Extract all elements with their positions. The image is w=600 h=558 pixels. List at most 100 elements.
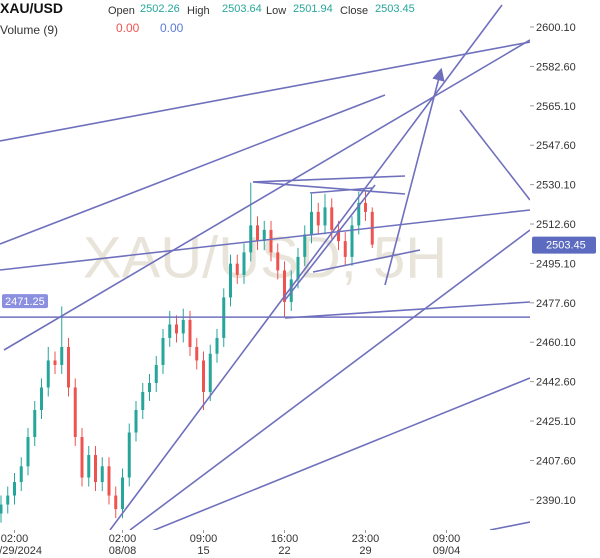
low-value: 2501.94 xyxy=(293,3,333,15)
candle-body xyxy=(161,337,165,365)
candle-body xyxy=(269,229,273,253)
trend-line xyxy=(252,175,406,183)
volume-label: Volume (9) xyxy=(0,23,58,37)
y-tick-label: 2442.60 xyxy=(536,377,576,389)
candle-body xyxy=(296,256,300,280)
candle-body xyxy=(364,202,367,212)
candle-body xyxy=(357,202,361,226)
candle-body xyxy=(350,225,354,257)
x-tick-label: 09:00 xyxy=(433,533,461,545)
candle-body xyxy=(0,504,3,514)
trend-line xyxy=(109,4,503,530)
open-label: Open xyxy=(108,5,135,17)
x-tick-date: 09/04 xyxy=(433,545,461,557)
y-tick-label: 2407.60 xyxy=(536,455,576,467)
candle-body xyxy=(46,360,50,388)
candle-body xyxy=(303,234,307,257)
candle-body xyxy=(114,495,118,510)
trend-line xyxy=(284,184,376,301)
trend-line xyxy=(152,377,530,530)
trend-line xyxy=(129,229,530,530)
y-tick-label: 2390.10 xyxy=(536,495,576,507)
y-tick-label: 2565.10 xyxy=(536,101,576,113)
candle-body xyxy=(168,324,172,338)
candle-body xyxy=(154,364,158,383)
candle-body xyxy=(249,225,253,253)
candle-body xyxy=(80,437,84,478)
candle-body xyxy=(330,207,334,230)
x-tick-label: 09:00 xyxy=(190,533,218,545)
candles xyxy=(0,182,374,523)
candle-body xyxy=(134,409,138,433)
x-tick-date: 15 xyxy=(197,545,209,557)
volume-value: 0.00 xyxy=(116,21,140,35)
candle-body xyxy=(107,466,111,496)
candle-body xyxy=(13,482,16,496)
candle-body xyxy=(181,319,185,334)
candle-body xyxy=(289,279,293,302)
y-tick-label: 2460.10 xyxy=(536,337,576,349)
hline-label: 2471.25 xyxy=(5,296,45,308)
candle-body xyxy=(215,337,219,354)
symbol: XAU/USD xyxy=(0,0,63,16)
trend-line xyxy=(284,301,530,319)
y-tick-label: 2600.10 xyxy=(536,22,576,34)
candle-body xyxy=(40,387,43,410)
candle-body xyxy=(262,229,266,242)
hline-label-box xyxy=(2,294,48,309)
candle-body xyxy=(148,382,151,392)
y-tick-label: 2530.10 xyxy=(536,180,576,192)
x-tick-date: 29 xyxy=(359,545,371,557)
x-tick-label: 16:00 xyxy=(271,533,299,545)
price-label: 2503.45 xyxy=(546,240,586,252)
legend-header: XAU/USD Open 2502.26 High 2503.64 Low 25… xyxy=(0,0,415,37)
candle-body xyxy=(188,319,192,347)
y-tick-label: 2425.10 xyxy=(536,416,576,428)
trend-line xyxy=(0,94,386,245)
candle-body xyxy=(100,466,104,483)
candle-body xyxy=(323,207,327,226)
y-tick-label: 2477.60 xyxy=(536,298,576,310)
candle-body xyxy=(141,391,145,410)
trend-line xyxy=(0,209,530,271)
candle-body xyxy=(26,437,30,467)
high-label: High xyxy=(187,5,210,17)
open-value: 2502.26 xyxy=(140,3,180,15)
candle-body xyxy=(195,346,199,361)
y-tick-label: 2582.60 xyxy=(536,61,576,73)
candle-body xyxy=(67,346,70,388)
candle-body xyxy=(175,324,178,334)
candle-body xyxy=(87,455,91,478)
trend-line xyxy=(459,109,530,201)
x-tick-date: 08/08 xyxy=(109,545,137,557)
x-tick-date: 07/29/2024 xyxy=(0,545,42,557)
candle-body xyxy=(94,455,97,483)
x-tick-label: 23:00 xyxy=(352,533,380,545)
candle-body xyxy=(337,229,340,242)
y-tick-label: 2512.60 xyxy=(536,219,576,231)
trend-line xyxy=(489,521,530,530)
candle-body xyxy=(235,263,239,275)
trend-line xyxy=(309,187,373,194)
candle-body xyxy=(33,409,37,438)
volume-value: 0.00 xyxy=(160,21,184,35)
x-tick-date: 22 xyxy=(278,545,290,557)
candle-body xyxy=(53,360,57,365)
candle-body xyxy=(73,387,77,438)
axes: 2600.10 2582.60 2565.10 2547.60 2530.10 2512.… xyxy=(0,22,576,557)
candle-body xyxy=(229,263,232,298)
x-tick-label: 02:00 xyxy=(1,533,29,545)
candle-body xyxy=(310,211,313,235)
candle-body xyxy=(6,495,10,505)
close-label: Close xyxy=(340,5,368,17)
y-tick-label: 2547.60 xyxy=(536,140,576,152)
arrow xyxy=(384,67,445,286)
trend-line xyxy=(252,181,406,195)
trend-line xyxy=(312,249,421,273)
candle-body xyxy=(242,252,246,275)
candle-body xyxy=(343,241,347,257)
candle-body xyxy=(60,346,64,365)
trend-line xyxy=(3,39,530,351)
candle-body xyxy=(121,477,124,510)
